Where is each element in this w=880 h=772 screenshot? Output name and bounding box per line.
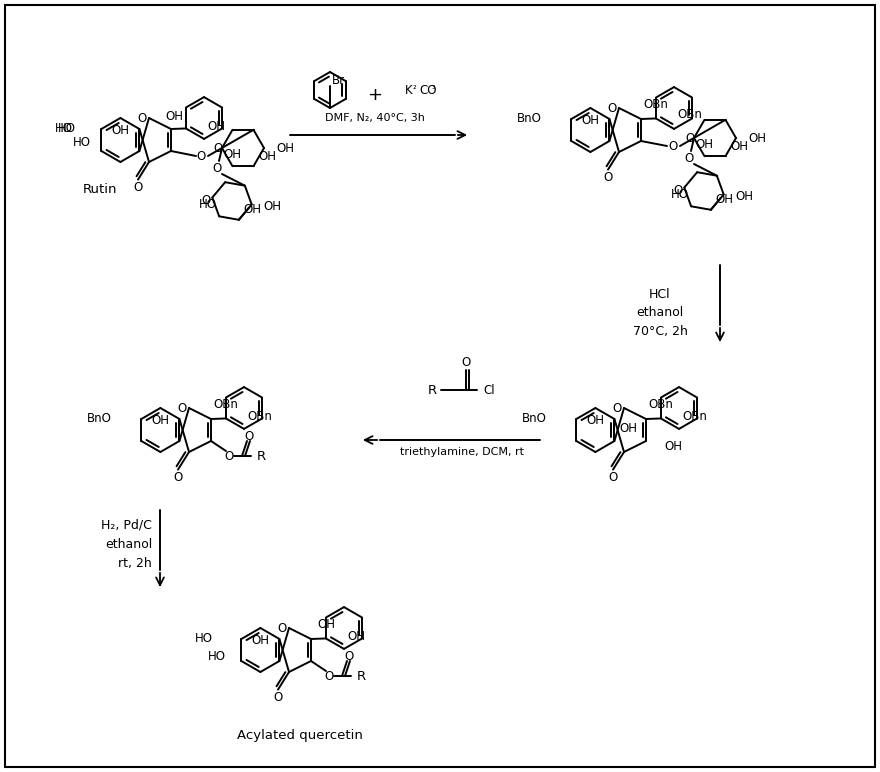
Text: HO: HO: [209, 649, 226, 662]
Text: +: +: [368, 86, 383, 104]
Text: O: O: [461, 355, 471, 368]
Text: O: O: [224, 449, 233, 462]
Text: OH: OH: [730, 140, 749, 153]
Text: O: O: [212, 161, 222, 174]
Text: HO: HO: [73, 137, 92, 150]
Text: O: O: [604, 171, 612, 184]
Text: CO: CO: [419, 84, 436, 97]
Text: OH: OH: [586, 414, 605, 426]
Text: ₃: ₃: [432, 82, 436, 91]
Text: OBn: OBn: [677, 108, 702, 121]
Text: O: O: [612, 401, 621, 415]
Text: OH: OH: [151, 414, 170, 426]
Text: OH: OH: [165, 110, 183, 123]
Text: BnO: BnO: [522, 412, 546, 425]
Text: OH: OH: [224, 147, 241, 161]
Text: OBn: OBn: [247, 411, 272, 423]
Text: O: O: [274, 691, 282, 704]
Text: H₂, Pd/C: H₂, Pd/C: [101, 519, 152, 531]
Text: O: O: [196, 150, 206, 162]
Text: OH: OH: [259, 150, 276, 163]
Text: ₂: ₂: [413, 82, 416, 91]
Text: O: O: [277, 621, 287, 635]
Text: OH: OH: [244, 203, 262, 216]
Text: HO: HO: [671, 188, 689, 201]
Text: OH: OH: [715, 193, 734, 206]
Text: triethylamine, DCM, rt: triethylamine, DCM, rt: [400, 447, 524, 457]
Text: O: O: [245, 429, 253, 442]
Text: OH: OH: [264, 200, 282, 213]
Text: ethanol: ethanol: [636, 306, 684, 320]
Text: O: O: [685, 151, 693, 164]
Text: HO: HO: [55, 123, 73, 136]
Text: OH: OH: [582, 113, 599, 127]
Text: O: O: [608, 471, 618, 484]
Text: OH: OH: [317, 618, 335, 631]
Text: 70°C, 2h: 70°C, 2h: [633, 324, 687, 337]
Text: BnO: BnO: [86, 412, 112, 425]
Text: O: O: [686, 131, 694, 144]
Text: OH: OH: [748, 131, 766, 144]
Text: OH: OH: [736, 190, 753, 203]
Text: R: R: [428, 384, 437, 397]
Text: OH: OH: [252, 634, 269, 646]
Text: O: O: [202, 195, 210, 208]
Text: OH: OH: [112, 124, 129, 137]
Text: OH: OH: [276, 141, 294, 154]
Text: Br: Br: [332, 73, 345, 86]
Text: O: O: [607, 101, 617, 114]
Text: O: O: [137, 111, 147, 124]
Text: O: O: [173, 471, 183, 484]
Text: ethanol: ethanol: [105, 539, 152, 551]
Text: OH: OH: [620, 422, 637, 435]
Text: O: O: [673, 185, 683, 198]
Text: O: O: [178, 401, 187, 415]
Text: Cl: Cl: [483, 384, 495, 397]
Text: HO: HO: [58, 123, 77, 136]
Text: O: O: [134, 181, 143, 194]
Text: DMF, N₂, 40°C, 3h: DMF, N₂, 40°C, 3h: [325, 113, 425, 123]
Text: Rutin: Rutin: [83, 183, 118, 196]
Text: R: R: [357, 669, 366, 682]
Text: HO: HO: [195, 632, 213, 645]
Text: R: R: [257, 449, 266, 462]
Text: OH: OH: [695, 137, 714, 151]
Text: K: K: [405, 84, 413, 97]
Text: OBn: OBn: [649, 398, 673, 411]
Text: OH: OH: [347, 631, 365, 643]
Text: OBn: OBn: [682, 411, 707, 423]
Text: O: O: [325, 669, 334, 682]
Text: OH: OH: [664, 439, 682, 452]
Text: BnO: BnO: [517, 113, 541, 126]
Text: O: O: [213, 141, 223, 154]
Text: OBn: OBn: [214, 398, 238, 411]
Text: OBn: OBn: [643, 98, 668, 111]
Text: HCl: HCl: [649, 289, 671, 302]
Text: OH: OH: [207, 120, 225, 134]
Text: O: O: [344, 649, 354, 662]
Text: rt, 2h: rt, 2h: [118, 557, 152, 570]
Text: O: O: [669, 140, 678, 153]
Text: Acylated quercetin: Acylated quercetin: [237, 729, 363, 741]
Text: HO: HO: [199, 198, 217, 211]
